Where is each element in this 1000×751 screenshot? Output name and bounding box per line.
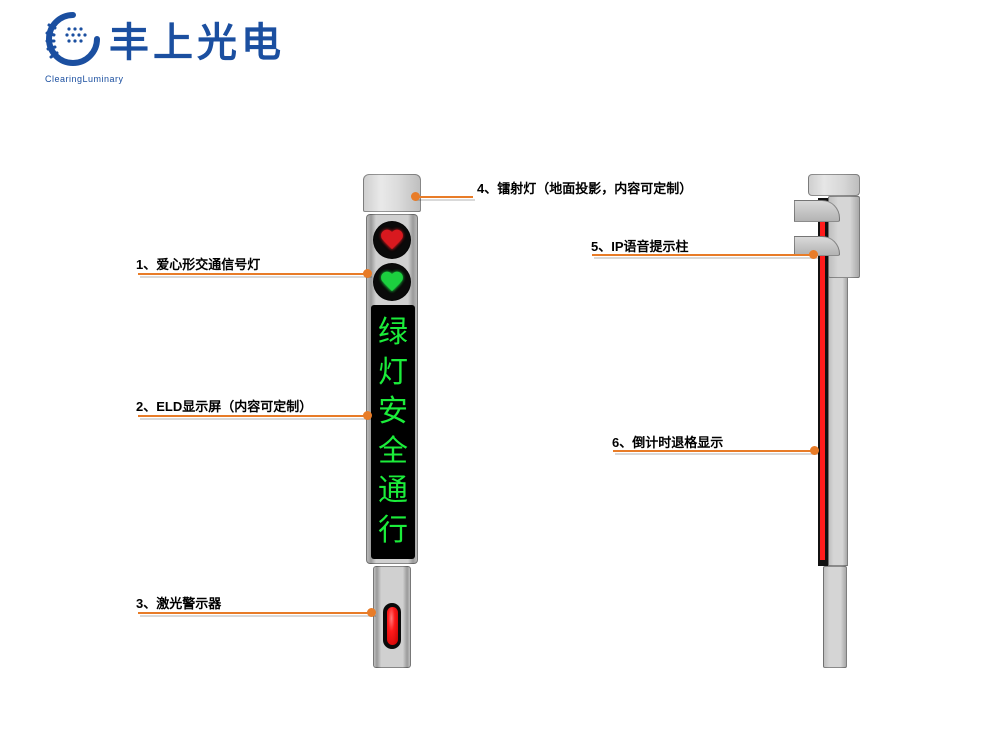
eld-display-screen: 绿 灯 安 全 通 行 bbox=[371, 305, 415, 559]
screen-char: 全 bbox=[378, 437, 408, 467]
callout-4-label: 4、镭射灯（地面投影，内容可定制） bbox=[477, 178, 692, 197]
brand-logo: 丰上光电 ClearingLuminary bbox=[45, 10, 285, 68]
screen-char: 行 bbox=[378, 516, 408, 546]
callout-3-label: 3、激光警示器 bbox=[136, 593, 221, 612]
traffic-pole-front: 绿 灯 安 全 通 行 bbox=[363, 174, 421, 668]
red-heart-light bbox=[373, 221, 411, 259]
screen-char: 通 bbox=[378, 476, 408, 506]
callout-2-leader bbox=[138, 415, 370, 417]
screen-char: 安 bbox=[378, 397, 408, 427]
green-heart-light bbox=[373, 263, 411, 301]
callout-1-label: 1、爱心形交通信号灯 bbox=[136, 254, 260, 273]
screen-char: 灯 bbox=[378, 358, 408, 388]
pole-front-lower bbox=[373, 566, 411, 668]
callout-3-leader bbox=[138, 612, 374, 614]
screen-char: 绿 bbox=[378, 318, 408, 348]
countdown-led-strip bbox=[820, 204, 825, 560]
callout-4-leader bbox=[413, 196, 473, 198]
brand-name-en: ClearingLuminary bbox=[45, 74, 124, 84]
callout-5-leader bbox=[592, 254, 816, 256]
signal-hood bbox=[794, 200, 840, 222]
callout-2-label: 2、ELD显示屏（内容可定制） bbox=[136, 396, 312, 415]
heart-icon bbox=[380, 230, 404, 252]
laser-warning-light bbox=[383, 603, 401, 649]
callout-6-label: 6、倒计时退格显示 bbox=[612, 432, 723, 451]
callout-5-label: 5、IP语音提示柱 bbox=[591, 236, 689, 255]
callout-6-leader bbox=[613, 450, 817, 452]
brand-mark bbox=[45, 11, 101, 67]
pole-front-body: 绿 灯 安 全 通 行 bbox=[366, 214, 418, 564]
callout-1-leader bbox=[138, 273, 370, 275]
traffic-pole-side bbox=[800, 174, 870, 668]
pole-side-topcap bbox=[808, 174, 860, 196]
pole-side-lower bbox=[823, 566, 847, 668]
brand-name-cn: 丰上光电 bbox=[109, 10, 285, 68]
heart-icon bbox=[380, 272, 404, 294]
